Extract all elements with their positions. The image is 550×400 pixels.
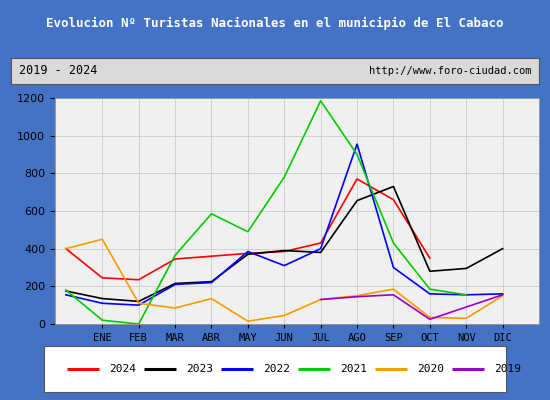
Text: 2023: 2023 <box>186 364 213 374</box>
Text: 2024: 2024 <box>109 364 136 374</box>
Text: http://www.foro-ciudad.com: http://www.foro-ciudad.com <box>368 66 531 76</box>
Text: 2019 - 2024: 2019 - 2024 <box>19 64 97 78</box>
Text: 2019: 2019 <box>494 364 521 374</box>
Text: 2022: 2022 <box>263 364 290 374</box>
Text: 2020: 2020 <box>417 364 444 374</box>
Text: 2021: 2021 <box>340 364 367 374</box>
Text: Evolucion Nº Turistas Nacionales en el municipio de El Cabaco: Evolucion Nº Turistas Nacionales en el m… <box>46 17 504 30</box>
